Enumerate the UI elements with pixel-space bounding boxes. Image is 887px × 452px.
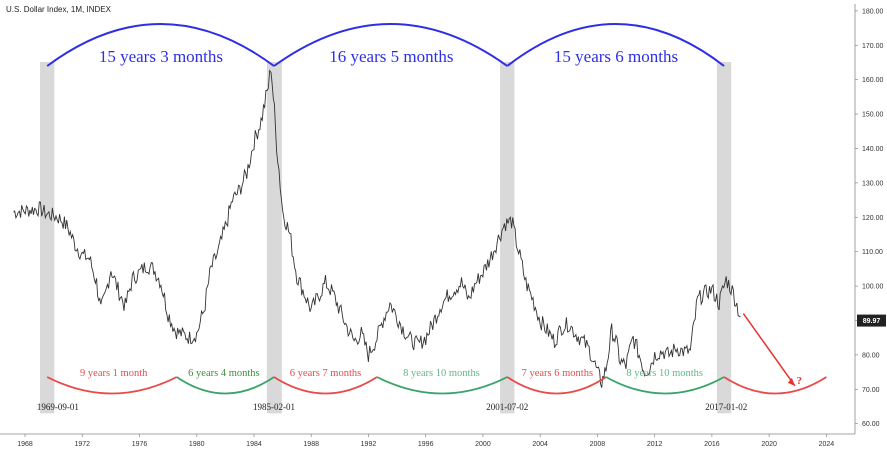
y-tick-label: 140.00	[862, 146, 884, 153]
price-series-group	[13, 69, 741, 388]
y-tick-label: 100.00	[862, 284, 884, 291]
bottom-cycle-arc	[273, 376, 378, 395]
x-tick-label: 1996	[418, 441, 434, 448]
x-tick-label: 2008	[590, 441, 606, 448]
bottom-cycle-label: 8 years 10 months	[626, 368, 703, 379]
cycle-date-label: 2017-01-02	[705, 402, 747, 412]
y-tick-label: 130.00	[862, 180, 884, 187]
bottom-cycle-arc	[46, 376, 178, 395]
x-tick-label: 1972	[74, 441, 90, 448]
cycle-date-label: 2001-07-02	[486, 402, 528, 412]
chart-title: U.S. Dollar Index, 1M, INDEX	[6, 5, 112, 14]
top-cycle-arc	[273, 23, 508, 67]
cycle-date-label: 1969-09-01	[37, 402, 79, 412]
x-tick-label: 2012	[647, 441, 663, 448]
y-tick-label: 150.00	[862, 112, 884, 119]
x-tick-label: 1968	[17, 441, 33, 448]
annotation-label-group: 15 years 3 months 16 years 5 months 15 yea…	[37, 47, 802, 412]
x-tick-label: 2020	[761, 441, 777, 448]
bottom-cycle-label: 9 years 1 month	[80, 368, 148, 379]
cycle-band-group	[40, 62, 732, 414]
x-tick-label: 2024	[819, 441, 835, 448]
top-cycle-label: 16 years 5 months	[329, 47, 453, 66]
y-tick-label: 60.00	[862, 421, 880, 428]
cycle-arc-group	[46, 23, 827, 395]
cycle-band	[266, 62, 282, 414]
x-tick-label: 2000	[475, 441, 491, 448]
axis-frame	[0, 4, 856, 435]
bottom-cycle-arc	[723, 376, 827, 395]
y-tick-label: 160.00	[862, 77, 884, 84]
cycle-date-label: 1985-02-01	[253, 402, 295, 412]
x-tick-label: 1992	[361, 441, 377, 448]
y-tick-label: 180.00	[862, 8, 884, 15]
last-price-tag	[857, 314, 886, 327]
y-tick-label: 70.00	[862, 387, 880, 394]
bottom-cycle-arc	[506, 376, 607, 395]
top-cycle-label: 15 years 3 months	[99, 47, 223, 66]
bottom-cycle-label: 6 years 4 months	[188, 368, 259, 379]
bottom-cycle-arc	[605, 376, 725, 395]
y-tick-label: 110.00	[862, 249, 883, 256]
forecast-arrow	[742, 313, 796, 387]
cycle-band	[40, 62, 55, 414]
cycle-band	[716, 62, 732, 414]
top-cycle-arc	[46, 23, 275, 67]
y-tick-label: 120.00	[862, 215, 884, 222]
x-tick-label: 1984	[246, 441, 262, 448]
cycle-band	[500, 62, 515, 414]
x-tick-label: 1976	[132, 441, 148, 448]
y-tick-label: 80.00	[862, 352, 880, 359]
last-price-value: 89.97	[863, 318, 881, 325]
bottom-cycle-label: 8 years 10 months	[403, 368, 480, 379]
x-tick-label: 2004	[532, 441, 548, 448]
x-tick-label: 1988	[303, 441, 319, 448]
y-tick-label: 170.00	[862, 43, 884, 50]
forecast-arrowhead	[787, 377, 795, 386]
x-tick-label: 2016	[704, 441, 720, 448]
bottom-cycle-label: 7 years 6 months	[522, 368, 593, 379]
x-tick-label: 1980	[189, 441, 205, 448]
bottom-cycle-arc	[376, 376, 508, 395]
top-cycle-arc	[506, 23, 725, 67]
axis-tick-group: 1968 1972 1976 1980 1984 1988 1992 1996 2000 2004…	[17, 8, 886, 448]
price-line	[13, 69, 741, 388]
top-cycle-label: 15 years 6 months	[554, 47, 678, 66]
bottom-cycle-label: 6 years 7 months	[290, 368, 361, 379]
bottom-cycle-arc	[176, 376, 275, 395]
forecast-question-mark: ?	[796, 375, 802, 387]
